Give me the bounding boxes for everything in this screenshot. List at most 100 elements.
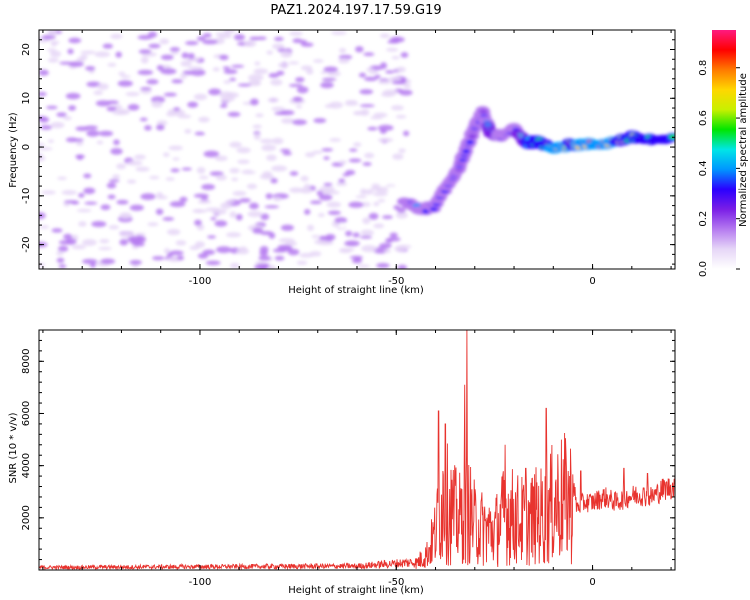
heatmap-cell [309,200,322,205]
heatmap-cell [106,182,117,189]
heatmap-cell [317,213,325,218]
heatmap-cell [397,264,408,269]
heatmap-cell [266,50,273,55]
heatmap-cell [259,173,274,180]
heatmap-cell [386,184,396,188]
heatmap-cell [207,235,216,239]
heatmap-cell [49,50,62,58]
snr-background [39,330,675,570]
heatmap-cell [391,105,404,111]
heatmap-cell [214,155,228,162]
heatmap-cell [215,174,227,181]
heatmap-cell [368,212,379,220]
heatmap-cell [196,167,206,174]
heatmap-cell [127,103,140,111]
heatmap-cell [222,66,231,70]
heatmap-cell [67,48,74,55]
heatmap-cell [64,200,79,204]
heatmap-cell [113,139,120,146]
heatmap-cell [327,210,341,215]
y-tick-label: 0 [21,144,32,150]
y-tick-label: 20 [21,43,32,56]
heatmap-cell [364,152,375,159]
heatmap-cell [237,83,252,87]
heatmap-cell [223,80,232,84]
heatmap-cell [259,138,274,144]
heatmap-cell [312,59,324,63]
heatmap-cell [100,258,116,265]
heatmap-cell [352,232,360,238]
heatmap-cell [68,37,82,44]
heatmap-cell [363,52,375,57]
heatmap-cell [361,245,377,253]
heatmap-cell [305,152,316,158]
heatmap-cell [323,66,338,73]
heatmap-cell [396,66,406,73]
colorbar-ticks: 0.0 0.2 0.4 0.6 0.8 [698,60,740,277]
heatmap-cell [267,98,280,103]
heatmap-x-axis-label: Height of straight line (km) [288,285,424,296]
heatmap-cell [86,129,100,137]
heatmap-cell [110,147,123,155]
heatmap-cell [353,257,362,261]
heatmap-cell [152,256,165,261]
heatmap-cell [288,61,300,65]
heatmap-cell [344,101,359,106]
heatmap-cell [239,198,251,203]
heatmap-cell [98,246,112,251]
heatmap-cell [360,188,367,196]
heatmap-cell [363,189,374,195]
heatmap-cell [368,70,379,75]
heatmap-cell [199,175,209,180]
heatmap-cell [280,50,293,58]
heatmap-cell [387,186,395,192]
heatmap-cell [311,235,321,239]
heatmap-cell [253,68,269,75]
y-tick-label: 6000 [21,401,32,426]
heatmap-cell [373,201,380,207]
heatmap-cell [235,214,243,221]
heatmap-cell [169,201,186,208]
heatmap-cell [61,190,78,195]
heatmap-cell [94,51,111,58]
heatmap-cell [320,71,328,75]
heatmap-cell [338,178,346,183]
heatmap-cell [140,193,156,200]
colorbar-gradient [712,30,736,269]
heatmap-cell [357,264,370,268]
heatmap-cell [155,208,164,215]
heatmap-cell [108,179,120,183]
heatmap-cell [172,109,186,116]
heatmap-cell [76,208,92,213]
heatmap-cell [342,173,351,177]
heatmap-cell [229,167,240,174]
heatmap-cell [220,202,232,210]
heatmap-cell [300,42,314,47]
heatmap-cell [316,190,324,196]
heatmap-cell [273,196,282,202]
heatmap-cell [117,80,133,87]
heatmap-cell [181,167,192,171]
heatmap-cell [110,33,123,40]
heatmap-cell [292,119,307,126]
heatmap-cell [135,232,146,236]
heatmap-cell [202,39,218,45]
heatmap-cell [387,40,399,44]
y-tick-label: 2000 [21,505,32,530]
heatmap-cell [265,193,273,200]
heatmap-cell [370,185,382,192]
heatmap-cell [307,224,315,231]
heatmap-cell [399,89,413,96]
heatmap-cell [120,75,131,79]
heatmap-cell [353,110,367,116]
heatmap-cell [373,112,388,118]
heatmap-ridge-core [462,149,471,154]
heatmap-cell [247,211,263,218]
heatmap-cell [386,47,399,52]
heatmap-cell [84,125,98,130]
heatmap-cell [156,192,164,198]
heatmap-cell [385,70,395,74]
heatmap-cell [338,58,350,64]
